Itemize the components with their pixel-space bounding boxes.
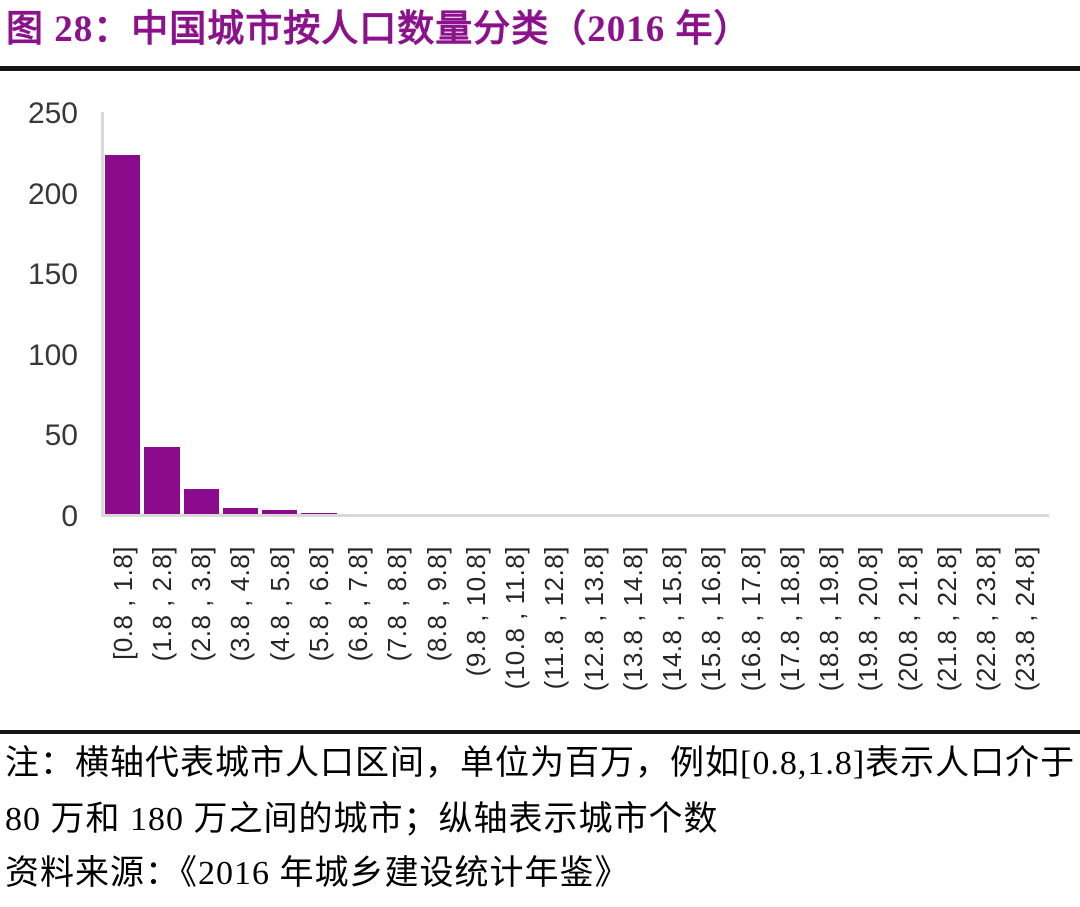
bar — [222, 507, 258, 516]
x-axis-label: (5.8 , 6.8] — [303, 546, 334, 662]
figure-title: 图 28：中国城市按人口数量分类（2016 年） — [6, 9, 752, 50]
bar-slot — [692, 113, 731, 516]
bar-slot — [456, 113, 495, 516]
bar-slot — [888, 113, 927, 516]
x-axis-label: (2.8 , 3.8] — [186, 546, 217, 662]
x-axis-label: (4.8 , 5.8] — [264, 546, 295, 662]
x-axis-label: (17.8 , 18.8] — [774, 546, 805, 692]
bar — [144, 446, 180, 516]
bar-slot — [967, 113, 1006, 516]
bar-slot — [417, 113, 456, 516]
bar-slot — [339, 113, 378, 516]
y-axis-tick-label: 150 — [27, 258, 78, 292]
bar — [183, 488, 219, 516]
bar-slot — [927, 113, 966, 516]
bar-slot — [142, 113, 181, 516]
x-axis-label: [0.8 , 1.8] — [107, 546, 138, 660]
bar-slot — [182, 113, 221, 516]
y-axis-tick-label: 100 — [27, 338, 78, 372]
x-axis-label: (21.8 , 22.8] — [931, 546, 962, 692]
x-axis-label: (12.8 , 13.8] — [578, 546, 609, 692]
bar-slot — [260, 113, 299, 516]
x-axis-label: (15.8 , 16.8] — [696, 546, 727, 692]
x-axis-label: (18.8 , 19.8] — [814, 546, 845, 692]
bar-slot — [574, 113, 613, 516]
bar-slot — [221, 113, 260, 516]
x-axis-label: (13.8 , 14.8] — [617, 546, 648, 692]
bar-slot — [378, 113, 417, 516]
bar-slot — [1006, 113, 1045, 516]
x-axis-label: (8.8 , 9.8] — [421, 546, 452, 662]
bar-slot — [496, 113, 535, 516]
plot-area — [103, 113, 1045, 516]
bar — [262, 509, 298, 516]
bar — [105, 154, 141, 516]
y-axis-tick-label: 250 — [27, 97, 78, 130]
x-axis-label: (14.8 , 15.8] — [657, 546, 688, 692]
bar-slot — [770, 113, 809, 516]
x-axis-label: (23.8 , 24.8] — [1010, 546, 1041, 692]
x-axis-label: (10.8 , 11.8] — [500, 546, 531, 690]
x-axis-label: (11.8 , 12.8] — [539, 546, 570, 690]
bar-slot — [653, 113, 692, 516]
x-axis-label: (16.8 , 17.8] — [735, 546, 766, 692]
chart-source: 资料来源：《2016 年城乡建设统计年鉴》 — [5, 855, 630, 892]
bar-slot — [849, 113, 888, 516]
bar-slot — [535, 113, 574, 516]
footer-divider — [0, 730, 1080, 734]
x-axis-label: (9.8 , 10.8] — [460, 546, 491, 677]
x-axis-label: (22.8 , 23.8] — [971, 546, 1002, 692]
x-axis-label: (19.8 , 20.8] — [853, 546, 884, 692]
chart-note: 注：横轴代表城市人口区间，单位为百万，例如[0.8,1.8]表示人口介于 80 … — [5, 745, 1076, 838]
x-axis-label: (6.8 , 7.8] — [343, 546, 374, 662]
bar-slot — [810, 113, 849, 516]
bar-slot — [731, 113, 770, 516]
x-axis-label: (7.8 , 8.8] — [382, 546, 413, 662]
x-axis-line — [101, 514, 1049, 517]
x-axis-label: (20.8 , 21.8] — [892, 546, 923, 692]
x-axis-label: (1.8 , 2.8] — [146, 546, 177, 662]
y-axis-line — [101, 112, 104, 517]
y-axis-tick-label: 50 — [44, 419, 78, 453]
y-axis-tick-label: 200 — [27, 177, 78, 211]
bar-slot — [613, 113, 652, 516]
bar-slot — [103, 113, 142, 516]
header-divider — [0, 66, 1080, 71]
y-axis-tick-label: 0 — [61, 500, 78, 533]
x-axis-label: (3.8 , 4.8] — [225, 546, 256, 662]
bar-slot — [299, 113, 338, 516]
